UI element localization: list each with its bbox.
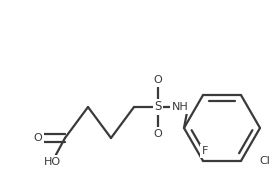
Text: S: S bbox=[154, 100, 162, 113]
Text: HO: HO bbox=[43, 157, 61, 167]
Text: Cl: Cl bbox=[259, 156, 270, 166]
Text: O: O bbox=[154, 129, 162, 139]
Text: F: F bbox=[202, 146, 208, 156]
Text: NH: NH bbox=[172, 102, 188, 112]
Text: O: O bbox=[154, 75, 162, 85]
Text: O: O bbox=[34, 133, 42, 143]
